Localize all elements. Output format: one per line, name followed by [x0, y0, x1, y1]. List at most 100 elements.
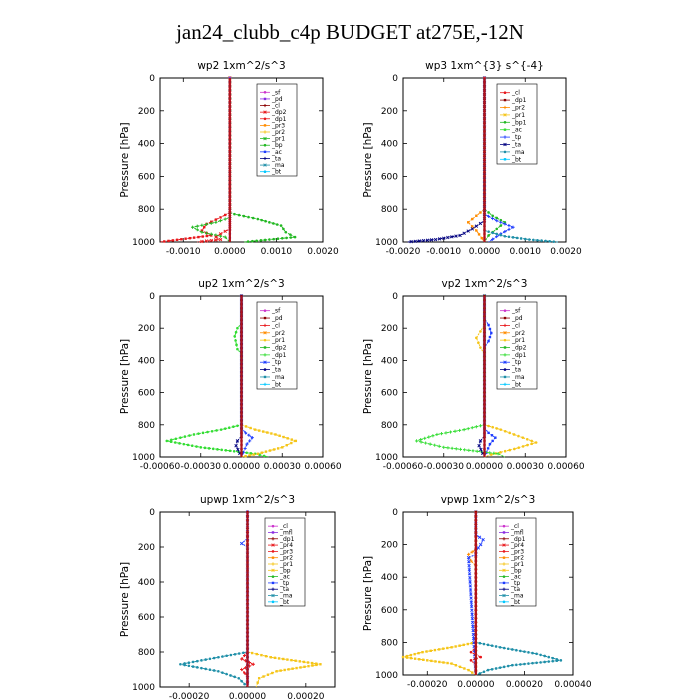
- series-marker: [214, 235, 218, 239]
- series-marker: [214, 220, 218, 224]
- page-title: jan24_clubb_c4p BUDGET at275E,-12N: [176, 20, 524, 44]
- series-marker: [240, 657, 244, 661]
- series-marker: [466, 229, 470, 233]
- series-marker: [506, 664, 510, 668]
- series-marker: [302, 660, 306, 664]
- legend-marker: [271, 587, 275, 591]
- series-marker: [519, 663, 522, 666]
- series-marker: [234, 444, 238, 448]
- series-marker: [454, 664, 458, 667]
- series-marker: [252, 453, 255, 456]
- legend-entry: _ta: [279, 586, 289, 593]
- legend-marker: [271, 524, 275, 528]
- series-marker: [200, 230, 204, 234]
- series-marker: [268, 238, 271, 241]
- series-marker: [175, 238, 179, 242]
- legend-marker: [502, 524, 506, 528]
- legend-marker: [502, 587, 506, 591]
- series-marker: [468, 588, 473, 592]
- series-marker: [523, 650, 526, 653]
- series-line-ta: [407, 78, 485, 243]
- legend-entry: _ac: [511, 127, 522, 134]
- y-tick-label: 0: [392, 508, 398, 518]
- x-tick-label: -0.00060: [383, 462, 424, 472]
- legend-entry: _ta: [271, 367, 281, 374]
- series-marker: [511, 225, 515, 229]
- legend-marker: [263, 91, 267, 94]
- legend-marker: [502, 600, 506, 604]
- series-marker: [306, 661, 310, 664]
- series-marker: [191, 665, 195, 668]
- series-marker: [458, 665, 462, 669]
- y-tick-label: 1000: [375, 453, 398, 463]
- series-marker: [417, 658, 421, 661]
- series-marker: [215, 429, 218, 432]
- series-marker: [236, 424, 239, 428]
- series-marker: [272, 237, 276, 241]
- series-marker: [417, 651, 420, 655]
- y-tick-label: 1000: [375, 671, 398, 681]
- legend-marker: [502, 593, 506, 598]
- series-marker: [488, 442, 492, 446]
- series-marker: [223, 229, 227, 234]
- series-marker: [482, 670, 486, 674]
- series-marker: [462, 643, 465, 647]
- legend-entry: _cl: [511, 90, 520, 97]
- series-marker: [499, 220, 503, 224]
- x-tick-label: 0.00040: [554, 680, 591, 690]
- legend-entry: _pd: [511, 315, 523, 322]
- series-marker: [413, 657, 417, 660]
- series-marker: [266, 673, 270, 676]
- series-marker: [209, 238, 213, 243]
- series-marker: [246, 240, 250, 243]
- legend-marker: [503, 158, 507, 161]
- x-tick-label: 0.0010: [510, 247, 542, 257]
- series-marker: [221, 671, 224, 674]
- y-axis-label: Pressure [hPa]: [362, 556, 374, 631]
- series-marker: [471, 449, 475, 453]
- series-marker: [218, 234, 223, 238]
- legend-entry: _ta: [271, 155, 281, 162]
- y-tick-label: 600: [138, 172, 155, 182]
- series-marker: [221, 655, 224, 658]
- series-marker: [285, 236, 288, 240]
- legend-marker: [271, 531, 275, 534]
- series-marker: [491, 216, 495, 221]
- y-tick-label: 400: [138, 356, 155, 366]
- series-marker: [429, 649, 432, 652]
- series-marker: [494, 667, 498, 670]
- legend-marker: [271, 568, 275, 573]
- series-marker: [205, 234, 209, 238]
- series-marker: [200, 666, 203, 670]
- series-marker: [207, 447, 211, 450]
- legend-entry: _dp1: [510, 536, 526, 543]
- series-marker: [413, 239, 417, 244]
- legend-entry: _tp: [511, 134, 521, 141]
- series-marker: [268, 449, 272, 452]
- series-marker: [280, 237, 284, 240]
- series-marker: [467, 668, 470, 672]
- legend-marker: [502, 568, 506, 573]
- series-marker: [271, 671, 274, 675]
- x-tick-label: -0.00060: [140, 462, 181, 472]
- y-tick-label: 1000: [132, 238, 155, 248]
- legend-entry: _dp2: [271, 345, 287, 352]
- x-tick-label: 0.00060: [304, 462, 341, 472]
- legend-marker: [263, 375, 267, 379]
- series-marker: [532, 238, 535, 242]
- legend-entry: _ma: [271, 162, 285, 169]
- series-marker: [523, 237, 527, 241]
- series-marker: [188, 434, 191, 437]
- y-tick-label: 400: [138, 578, 155, 588]
- series-marker: [466, 642, 469, 646]
- series-marker: [423, 436, 427, 440]
- legend-marker: [263, 309, 267, 312]
- series-marker: [526, 443, 529, 447]
- legend-entry: _bt: [271, 169, 282, 176]
- series-marker: [201, 235, 204, 238]
- series-marker: [268, 221, 271, 224]
- series-marker: [478, 424, 483, 428]
- series-marker: [469, 600, 474, 604]
- series-marker: [287, 668, 290, 671]
